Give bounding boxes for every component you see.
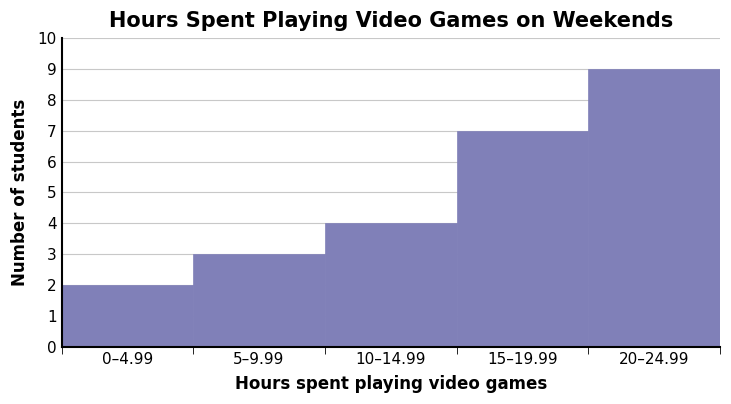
Y-axis label: Number of students: Number of students [11,99,29,286]
X-axis label: Hours spent playing video games: Hours spent playing video games [235,375,547,393]
Bar [193,254,325,347]
Title: Hours Spent Playing Video Games on Weekends: Hours Spent Playing Video Games on Weeke… [109,11,673,31]
Bar [325,223,457,347]
Bar [61,285,193,347]
Bar [588,69,720,347]
Bar [457,131,588,347]
